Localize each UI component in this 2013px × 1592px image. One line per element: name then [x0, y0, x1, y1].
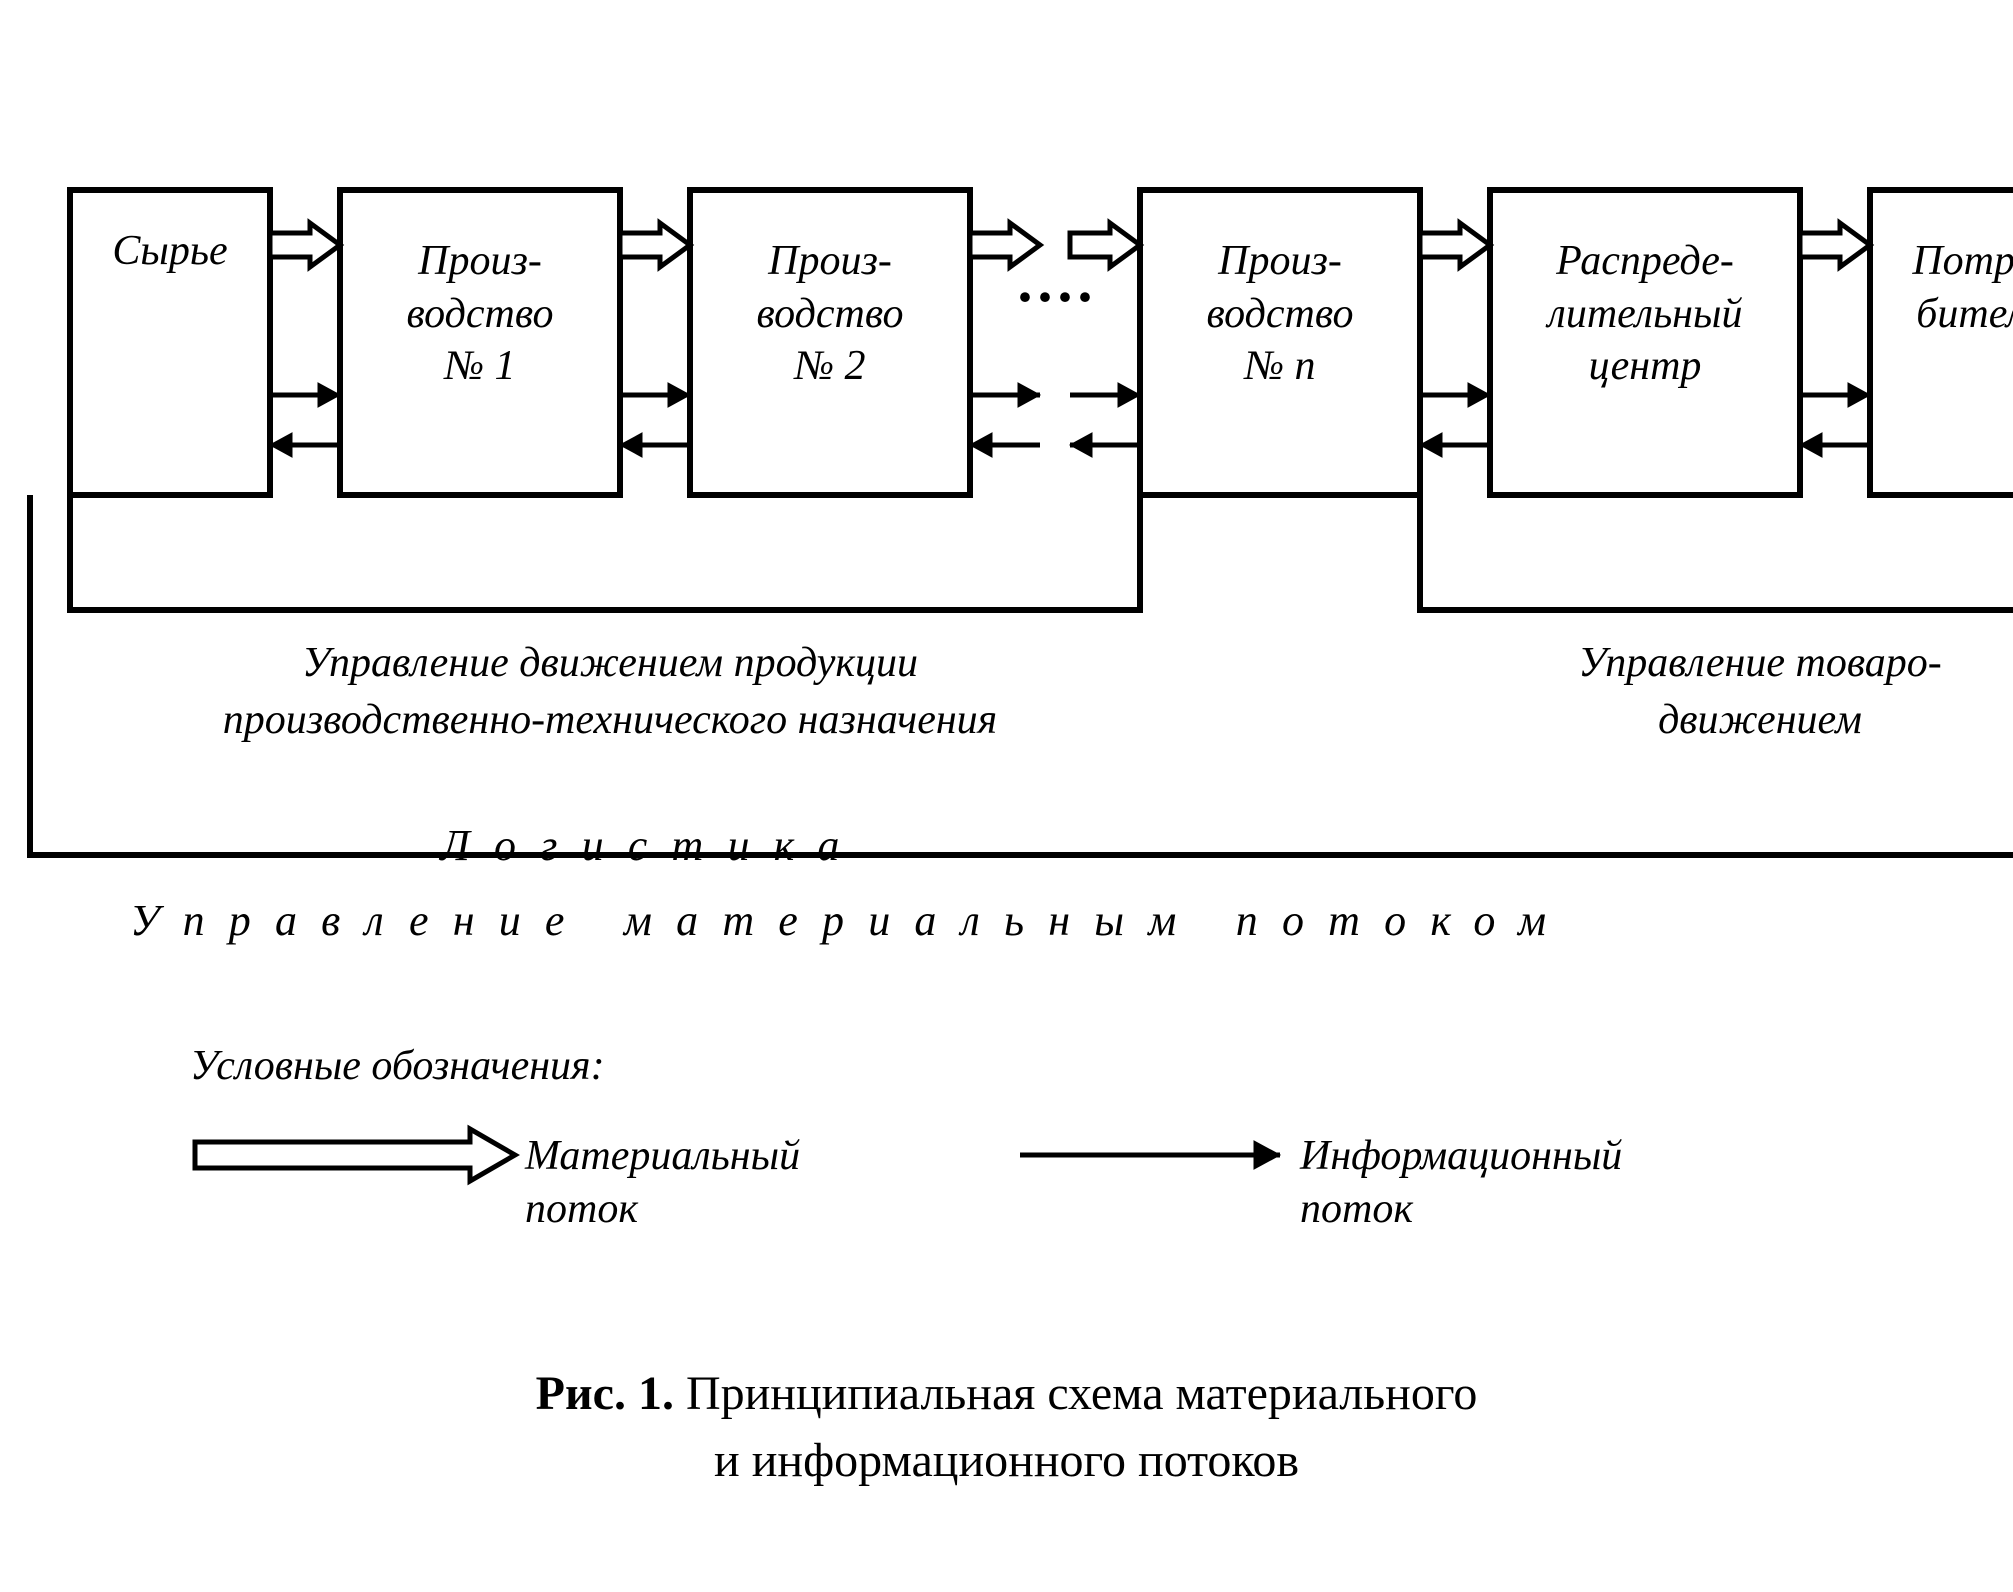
diagram-root: Сырье Произ-водство№ 1 Произ-водство№ 2 Про… [0, 0, 2013, 1592]
info-arrow-head [1070, 433, 1092, 457]
info-arrow-head [1420, 433, 1442, 457]
info-arrow-head [1848, 383, 1870, 407]
node-label-p1: Произ-водство№ 1 [340, 235, 620, 393]
material-arrow [620, 223, 690, 267]
bracket [1420, 495, 2013, 610]
info-arrow-head [970, 433, 992, 457]
ellipsis-dots: ···· [1015, 260, 1095, 335]
material-arrow [270, 223, 340, 267]
legend-info-label: Информационныйпоток [1300, 1130, 1622, 1235]
figure-caption: Рис. 1. Принципиальная схема материально… [0, 1360, 2013, 1494]
bracket [70, 495, 1140, 610]
node-label-raw: Сырье [70, 225, 270, 278]
info-arrow-head [1018, 383, 1040, 407]
material-arrow [1420, 223, 1490, 267]
node-label-dist: Распреде-лительныйцентр [1490, 235, 1800, 393]
legend-info-arrow-head [1254, 1141, 1280, 1169]
node-label-pn: Произ-водство№ n [1140, 235, 1420, 393]
caption-prefix: Рис. 1. [536, 1367, 674, 1420]
legend-title: Условные обозначения: [190, 1040, 605, 1093]
caption-text: Принципиальная схема материальногои инфо… [686, 1367, 1477, 1487]
legend-material-label: Материальныйпоток [525, 1130, 800, 1235]
material-arrow [1800, 223, 1870, 267]
annotation-right-group: Управление товаро-движением [1440, 635, 2013, 748]
annotation-material-flow-mgmt: Управление материальным потоком [130, 895, 1570, 946]
info-arrow-head [270, 433, 292, 457]
info-arrow-head [620, 433, 642, 457]
annotation-logistics: Логистика [440, 820, 864, 871]
node-label-cons: Потре-битель [1870, 235, 2013, 340]
annotation-left-group: Управление движением продукциипроизводст… [110, 635, 1110, 748]
info-arrow-head [1468, 383, 1490, 407]
legend-material-arrow [195, 1129, 515, 1181]
info-arrow-head [1118, 383, 1140, 407]
info-arrow-head [318, 383, 340, 407]
info-arrow-head [668, 383, 690, 407]
node-label-p2: Произ-водство№ 2 [690, 235, 970, 393]
info-arrow-head [1800, 433, 1822, 457]
